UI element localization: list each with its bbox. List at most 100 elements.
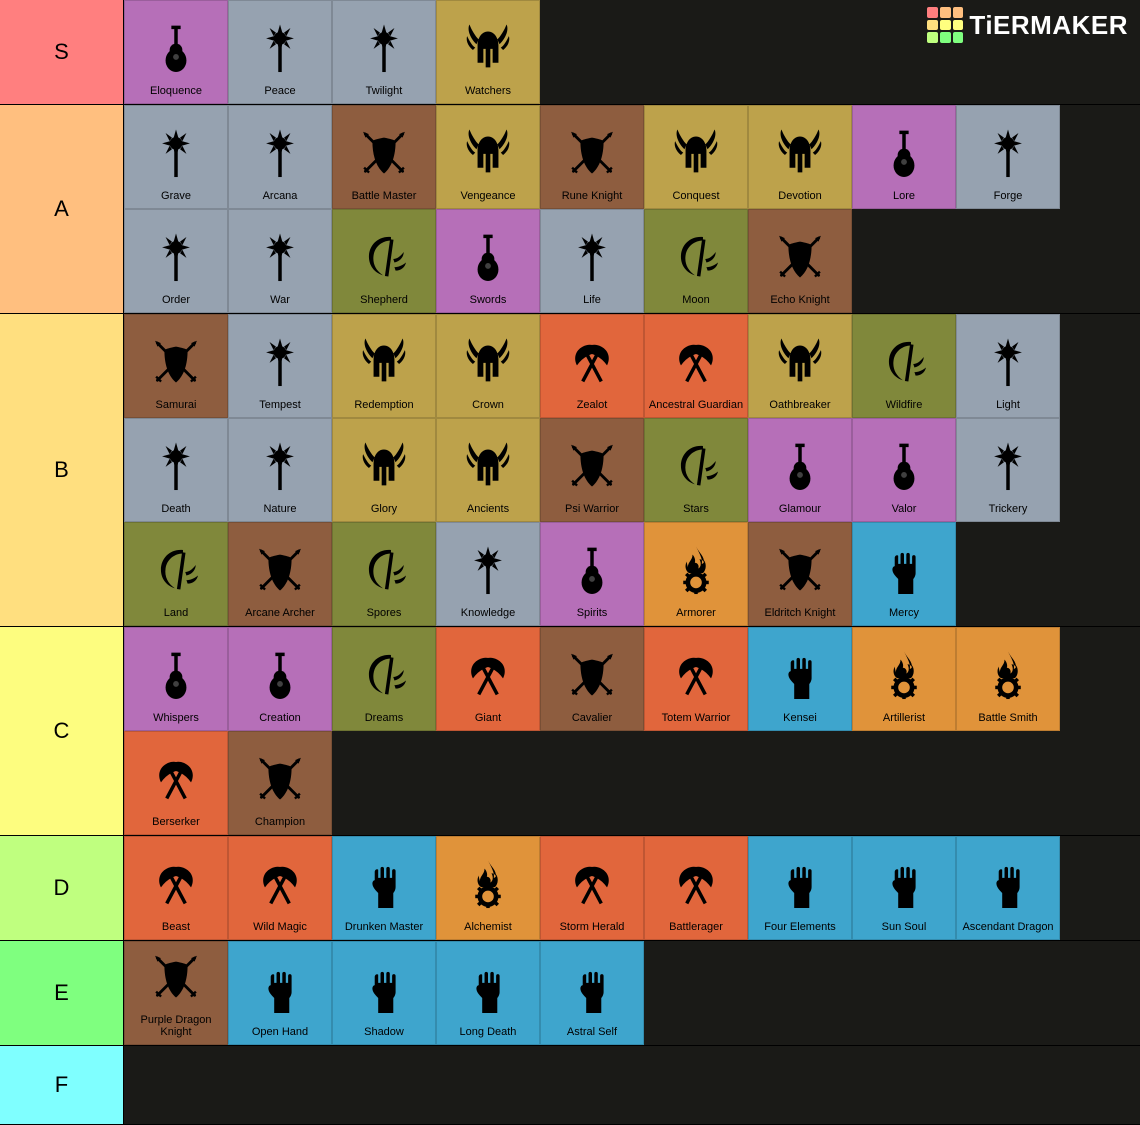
- tier-item[interactable]: Artillerist: [852, 627, 956, 731]
- item-label: Swords: [468, 294, 509, 306]
- tier-label[interactable]: F: [0, 1046, 124, 1124]
- mace-icon: [147, 126, 205, 184]
- tier-item[interactable]: Shepherd: [332, 209, 436, 313]
- tier-item[interactable]: Redemption: [332, 314, 436, 418]
- tier-item[interactable]: Vengeance: [436, 105, 540, 209]
- tier-item[interactable]: Samurai: [124, 314, 228, 418]
- tier-item[interactable]: Oathbreaker: [748, 314, 852, 418]
- item-label: Ascendant Dragon: [960, 921, 1055, 933]
- tier-item[interactable]: Nature: [228, 418, 332, 522]
- tier-item[interactable]: War: [228, 209, 332, 313]
- tier-label[interactable]: D: [0, 836, 124, 940]
- tier-item[interactable]: Purple Dragon Knight: [124, 941, 228, 1045]
- shieldswords-icon: [251, 752, 309, 810]
- tier-item[interactable]: Battlerager: [644, 836, 748, 940]
- tier-item[interactable]: Storm Herald: [540, 836, 644, 940]
- tier-item[interactable]: Totem Warrior: [644, 627, 748, 731]
- tier-item[interactable]: Conquest: [644, 105, 748, 209]
- tier-item[interactable]: Open Hand: [228, 941, 332, 1045]
- tier-item[interactable]: Forge: [956, 105, 1060, 209]
- tier-item[interactable]: Death: [124, 418, 228, 522]
- tier-item[interactable]: Spores: [332, 522, 436, 626]
- item-label: Creation: [257, 712, 303, 724]
- tier-item[interactable]: Peace: [228, 0, 332, 104]
- item-label: Oathbreaker: [767, 399, 832, 411]
- item-label: War: [268, 294, 292, 306]
- tier-item[interactable]: Ancients: [436, 418, 540, 522]
- tier-item[interactable]: Beast: [124, 836, 228, 940]
- tier-item[interactable]: Trickery: [956, 418, 1060, 522]
- item-label: Berserker: [150, 816, 202, 828]
- item-label: Twilight: [364, 85, 405, 97]
- tier-item[interactable]: Mercy: [852, 522, 956, 626]
- tier-item[interactable]: Tempest: [228, 314, 332, 418]
- tier-item[interactable]: Valor: [852, 418, 956, 522]
- tier-item[interactable]: Wild Magic: [228, 836, 332, 940]
- winghelm-icon: [771, 126, 829, 184]
- tier-item[interactable]: Lore: [852, 105, 956, 209]
- tier-item[interactable]: Spirits: [540, 522, 644, 626]
- shieldswords-icon: [355, 126, 413, 184]
- tier-label[interactable]: C: [0, 627, 124, 835]
- tier-item[interactable]: Champion: [228, 731, 332, 835]
- tier-item[interactable]: Rune Knight: [540, 105, 644, 209]
- fist-icon: [355, 962, 413, 1020]
- tier-item[interactable]: Eloquence: [124, 0, 228, 104]
- tier-item[interactable]: Eldritch Knight: [748, 522, 852, 626]
- tier-item[interactable]: Sun Soul: [852, 836, 956, 940]
- tier-label[interactable]: S: [0, 0, 124, 104]
- tier-item[interactable]: Four Elements: [748, 836, 852, 940]
- tier-item[interactable]: Swords: [436, 209, 540, 313]
- tier-item[interactable]: Watchers: [436, 0, 540, 104]
- tier-item[interactable]: Creation: [228, 627, 332, 731]
- fist-icon: [875, 857, 933, 915]
- tier-item[interactable]: Battle Master: [332, 105, 436, 209]
- item-label: Armorer: [674, 607, 718, 619]
- tier-item[interactable]: Whispers: [124, 627, 228, 731]
- tier-item[interactable]: Giant: [436, 627, 540, 731]
- tier-item[interactable]: Dreams: [332, 627, 436, 731]
- tier-item[interactable]: Zealot: [540, 314, 644, 418]
- tier-item[interactable]: Land: [124, 522, 228, 626]
- tier-item[interactable]: Life: [540, 209, 644, 313]
- tier-item[interactable]: Battle Smith: [956, 627, 1060, 731]
- item-label: Giant: [473, 712, 503, 724]
- axes-icon: [667, 648, 725, 706]
- tier-label[interactable]: B: [0, 314, 124, 626]
- fist-icon: [251, 962, 309, 1020]
- tier-item[interactable]: Cavalier: [540, 627, 644, 731]
- tier-item[interactable]: Ancestral Guardian: [644, 314, 748, 418]
- tier-item[interactable]: Grave: [124, 105, 228, 209]
- tier-item[interactable]: Armorer: [644, 522, 748, 626]
- tier-item[interactable]: Echo Knight: [748, 209, 852, 313]
- tier-item[interactable]: Shadow: [332, 941, 436, 1045]
- item-label: Kensei: [781, 712, 819, 724]
- tier-item[interactable]: Psi Warrior: [540, 418, 644, 522]
- tier-item[interactable]: Arcane Archer: [228, 522, 332, 626]
- tier-item[interactable]: Long Death: [436, 941, 540, 1045]
- tier-item[interactable]: Glamour: [748, 418, 852, 522]
- tier-item[interactable]: Crown: [436, 314, 540, 418]
- tier-item[interactable]: Ascendant Dragon: [956, 836, 1060, 940]
- winghelm-icon: [355, 335, 413, 393]
- tier-item[interactable]: Twilight: [332, 0, 436, 104]
- tier-item[interactable]: Kensei: [748, 627, 852, 731]
- tier-item[interactable]: Moon: [644, 209, 748, 313]
- firegear-icon: [459, 857, 517, 915]
- tier-item[interactable]: Berserker: [124, 731, 228, 835]
- tier-item[interactable]: Alchemist: [436, 836, 540, 940]
- tier-item[interactable]: Stars: [644, 418, 748, 522]
- tier-item[interactable]: Light: [956, 314, 1060, 418]
- tier-label[interactable]: E: [0, 941, 124, 1045]
- tier-label[interactable]: A: [0, 105, 124, 313]
- tier-item[interactable]: Wildfire: [852, 314, 956, 418]
- axes-icon: [563, 857, 621, 915]
- tier-item[interactable]: Arcana: [228, 105, 332, 209]
- tier-item[interactable]: Devotion: [748, 105, 852, 209]
- tier-item[interactable]: Knowledge: [436, 522, 540, 626]
- tier-item[interactable]: Glory: [332, 418, 436, 522]
- tier-item[interactable]: Order: [124, 209, 228, 313]
- tier-item[interactable]: Drunken Master: [332, 836, 436, 940]
- firegear-icon: [875, 648, 933, 706]
- tier-item[interactable]: Astral Self: [540, 941, 644, 1045]
